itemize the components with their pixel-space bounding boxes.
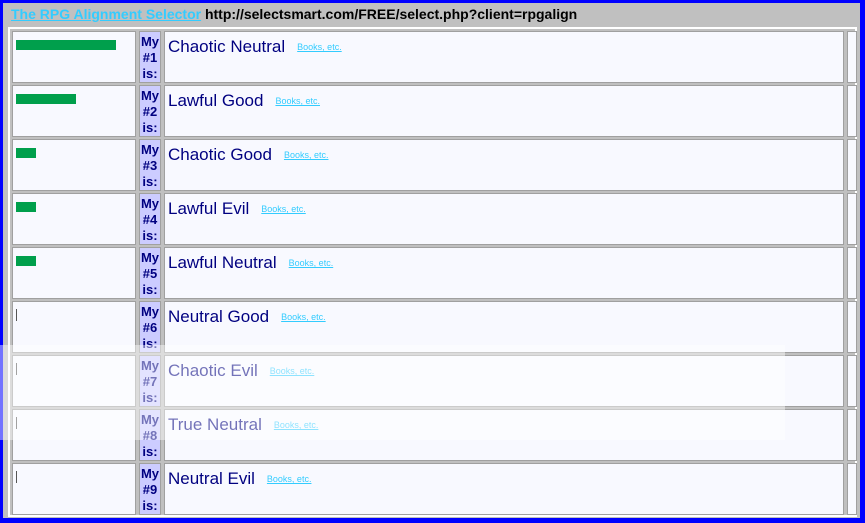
books-link[interactable]: Books, etc. [297, 42, 342, 52]
score-bar [16, 256, 36, 266]
extra-cell [847, 193, 857, 245]
name-cell: Neutral Evil Books, etc. [164, 463, 844, 515]
extra-cell [847, 463, 857, 515]
books-link[interactable]: Books, etc. [288, 258, 334, 268]
rank-is: is: [142, 498, 158, 513]
alignment-name: Lawful Good [168, 91, 264, 110]
rank-is: is: [142, 228, 158, 243]
rank-is: is: [142, 282, 158, 297]
score-cell [12, 85, 136, 137]
rank-cell: My #8 is: [139, 409, 161, 461]
name-cell: Lawful Neutral Books, etc. [164, 247, 844, 299]
rank-is: is: [142, 336, 158, 351]
name-cell: Neutral Good Books, etc. [164, 301, 844, 353]
rank-is: is: [142, 390, 158, 405]
rank-my: My [140, 34, 160, 49]
rank-my: My [140, 304, 160, 319]
alignment-name: True Neutral [168, 415, 262, 434]
name-cell: Lawful Good Books, etc. [164, 85, 844, 137]
rank-number: #5 [142, 266, 158, 281]
score-bar [16, 148, 36, 158]
score-cell [12, 139, 136, 191]
alignment-name: Lawful Neutral [168, 253, 277, 272]
rank-my: My [140, 142, 160, 157]
alignment-name: Chaotic Evil [168, 361, 258, 380]
score-cell [12, 247, 136, 299]
rank-is: is: [142, 174, 158, 189]
extra-cell [847, 301, 857, 353]
score-bar [16, 40, 116, 50]
alignment-name: Chaotic Good [168, 145, 272, 164]
rank-number: #2 [142, 104, 158, 119]
name-cell: True Neutral Books, etc. [164, 409, 844, 461]
extra-cell [847, 355, 857, 407]
extra-cell [847, 139, 857, 191]
extra-cell [847, 31, 857, 83]
extra-cell [847, 247, 857, 299]
alignment-name: Neutral Good [168, 307, 270, 326]
rank-my: My [140, 250, 160, 265]
rank-cell: My #2 is: [139, 85, 161, 137]
rank-cell: My #1 is: [139, 31, 161, 83]
rank-number: #8 [142, 428, 158, 443]
rank-my: My [140, 412, 160, 427]
rank-my: My [140, 196, 160, 211]
rank-number: #7 [142, 374, 158, 389]
score-bar [16, 94, 76, 104]
extra-cell [847, 85, 857, 137]
books-link[interactable]: Books, etc. [283, 150, 329, 160]
score-cell [12, 193, 136, 245]
rank-number: #4 [142, 212, 158, 227]
score-bar [16, 363, 17, 375]
rank-cell: My #9 is: [139, 463, 161, 515]
rank-cell: My #6 is: [139, 301, 161, 353]
books-link[interactable]: Books, etc. [273, 420, 319, 430]
name-cell: Chaotic Good Books, etc. [164, 139, 844, 191]
page-frame: The RPG Alignment Selector http://select… [3, 3, 860, 518]
rank-is: is: [142, 66, 158, 81]
rank-number: #1 [142, 50, 158, 65]
score-bar [16, 202, 36, 212]
score-cell [12, 355, 136, 407]
rank-my: My [140, 88, 160, 103]
score-cell [12, 463, 136, 515]
rank-is: is: [142, 444, 158, 459]
rank-my: My [140, 358, 160, 373]
results-table: My #1 is: Chaotic Neutral Books, etc. My … [8, 27, 857, 517]
score-cell [12, 409, 136, 461]
rank-is: is: [142, 120, 158, 135]
books-link[interactable]: Books, etc. [275, 96, 320, 106]
books-link[interactable]: Books, etc. [266, 474, 312, 484]
alignment-name: Neutral Evil [168, 469, 255, 488]
score-bar [16, 417, 17, 429]
selector-title-link[interactable]: The RPG Alignment Selector [11, 6, 202, 22]
name-cell: Chaotic Neutral Books, etc. [164, 31, 844, 83]
rank-number: #3 [142, 158, 158, 173]
books-link[interactable]: Books, etc. [269, 366, 315, 376]
alignment-name: Chaotic Neutral [168, 37, 286, 56]
header: The RPG Alignment Selector http://select… [11, 6, 577, 22]
name-cell: Lawful Evil Books, etc. [164, 193, 844, 245]
rank-cell: My #5 is: [139, 247, 161, 299]
score-cell [12, 301, 136, 353]
score-bar [16, 471, 17, 483]
name-cell: Chaotic Evil Books, etc. [164, 355, 844, 407]
extra-cell [847, 409, 857, 461]
rank-cell: My #3 is: [139, 139, 161, 191]
rank-cell: My #4 is: [139, 193, 161, 245]
score-cell [12, 31, 136, 83]
rank-my: My [140, 466, 160, 481]
rank-number: #9 [142, 482, 158, 497]
books-link[interactable]: Books, etc. [281, 312, 326, 322]
rank-cell: My #7 is: [139, 355, 161, 407]
alignment-name: Lawful Evil [168, 199, 250, 218]
rank-number: #6 [142, 320, 158, 335]
books-link[interactable]: Books, etc. [261, 204, 306, 214]
score-bar [16, 309, 17, 321]
selector-url: http://selectsmart.com/FREE/select.php?c… [204, 6, 578, 22]
